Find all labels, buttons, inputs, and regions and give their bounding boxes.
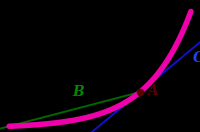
Text: B: B (72, 85, 84, 99)
Text: A: A (147, 84, 158, 98)
Text: C: C (193, 51, 200, 65)
